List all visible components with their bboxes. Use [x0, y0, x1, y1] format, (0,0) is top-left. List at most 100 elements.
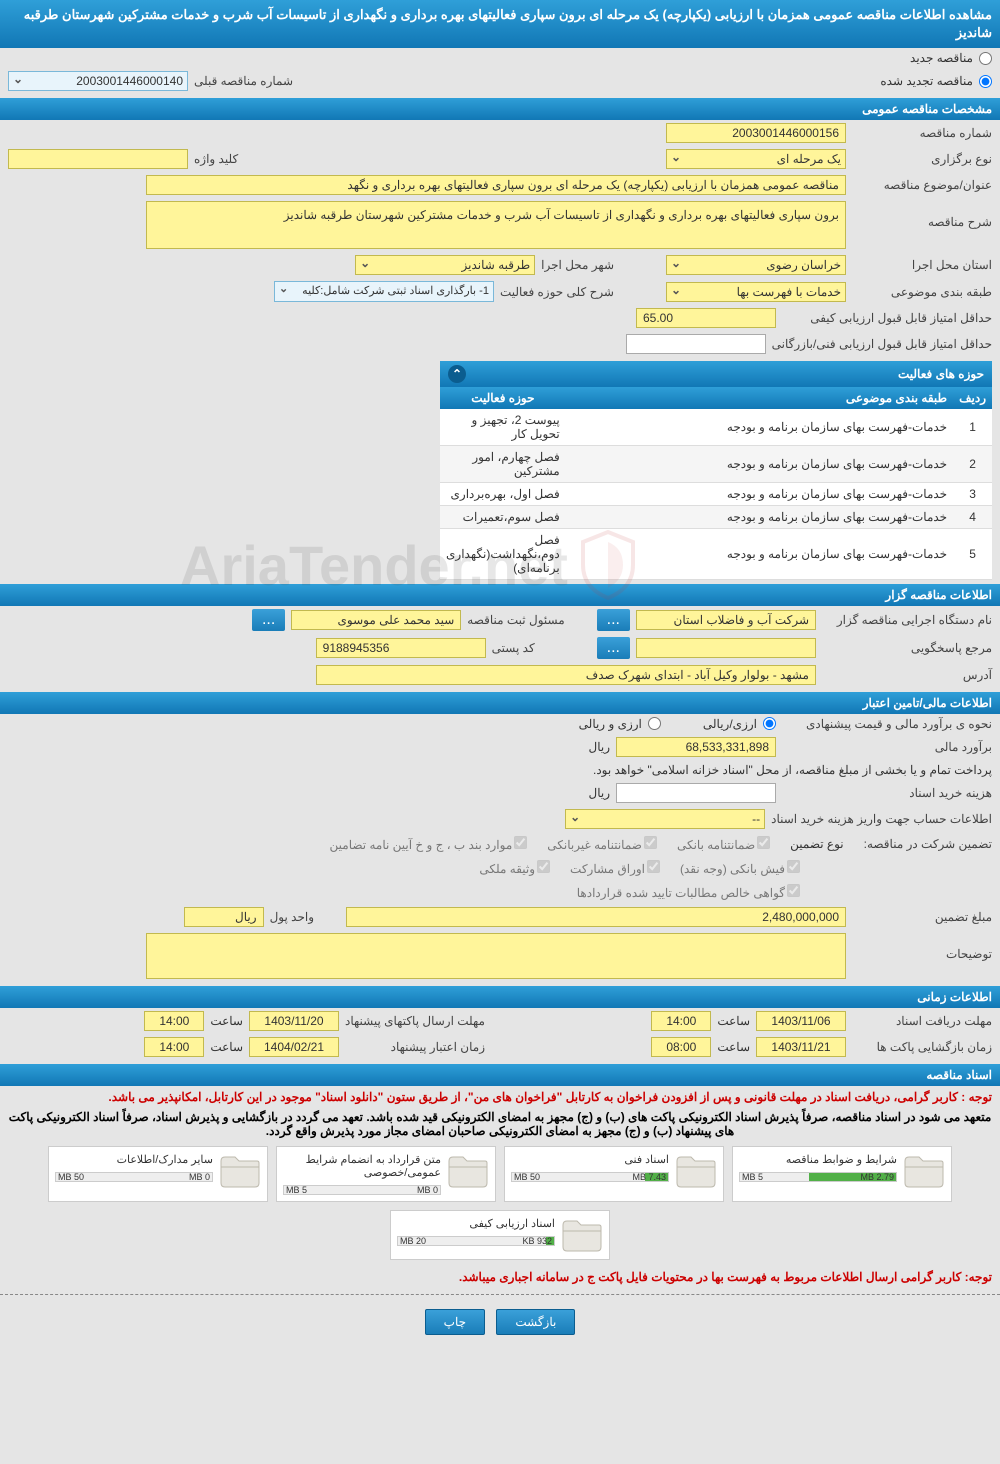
validity-date[interactable]: 1404/02/21 [249, 1037, 339, 1057]
chk-g3[interactable]: موارد بند ب ، ج و خ آیین نامه تضامین [330, 836, 528, 852]
subject-field[interactable]: مناقصه عمومی همزمان با ارزیابی (یکپارچه)… [146, 175, 846, 195]
guarantee-amount-field[interactable]: 2,480,000,000 [346, 907, 846, 927]
activity-scope-label: شرح کلی حوزه فعالیت [500, 285, 614, 299]
postal-field[interactable]: 9188945356 [316, 638, 486, 658]
estimate-field[interactable]: 68,533,331,898 [616, 737, 776, 757]
prev-tender-no-label: شماره مناقصه قبلی [194, 74, 293, 88]
guarantee-label: تضمین شرکت در مناقصه: [864, 837, 992, 851]
radio-new-label: مناقصه جدید [910, 51, 973, 65]
folder-icon [675, 1153, 717, 1189]
doc-title: سایر مدارک/اطلاعات [55, 1153, 213, 1166]
guarantee-amount-label: مبلغ تضمین [852, 910, 992, 924]
doc-progress: 0 MB 5 MB [283, 1185, 441, 1195]
section-financial: اطلاعات مالی/تامین اعتبار [0, 692, 1000, 714]
section-timing: اطلاعات زمانی [0, 986, 1000, 1008]
doc-fee-field[interactable] [616, 783, 776, 803]
validity-label: زمان اعتبار پیشنهاد [345, 1040, 485, 1054]
guarantee-unit-field: ریال [184, 907, 264, 927]
hour-label-1: ساعت [717, 1014, 750, 1028]
doc-progress: 7.43 MB 50 MB [511, 1172, 669, 1182]
receive-date[interactable]: 1403/11/06 [756, 1011, 846, 1031]
keyword-label: کلید واژه [194, 152, 238, 166]
chk-g4[interactable]: فیش بانکی (وجه نقد) [680, 860, 800, 876]
tender-no-field: 2003001446000156 [666, 123, 846, 143]
chk-g2[interactable]: ضمانتنامه غیربانکی [547, 836, 657, 852]
activity-scope-select[interactable]: 1- بارگذاری اسناد ثبتی شرکت شامل:کلیه [274, 281, 494, 301]
postal-label: کد پستی [492, 641, 535, 655]
send-time[interactable]: 14:00 [144, 1011, 204, 1031]
doc-fee-label: هزینه خرید اسناد [782, 786, 992, 800]
doc-progress: 0 MB 50 MB [55, 1172, 213, 1182]
open-time[interactable]: 08:00 [651, 1037, 711, 1057]
desc-label: شرح مناقصه [852, 201, 992, 229]
hour-label-2: ساعت [210, 1014, 243, 1028]
chk-g5[interactable]: اوراق مشارکت [570, 860, 660, 876]
account-label: اطلاعات حساب جهت واریز هزینه خرید اسناد [771, 812, 992, 826]
docs-note2: متعهد می شود در اسناد مناقصه، صرفاً پذیر… [0, 1108, 1000, 1140]
doc-title: متن قرارداد به انضمام شرایط عمومی/خصوصی [283, 1153, 441, 1179]
table-row: 2خدمات-فهرست بهای سازمان برنامه و بودجهف… [440, 445, 992, 482]
address-field[interactable]: مشهد - بولوار وکیل آباد - ابتدای شهرک صد… [316, 665, 816, 685]
category-select[interactable]: خدمات با فهرست بها [666, 282, 846, 302]
tender-mode-row2: مناقصه تجدید شده شماره مناقصه قبلی 20030… [0, 68, 1000, 94]
receive-time[interactable]: 14:00 [651, 1011, 711, 1031]
account-select[interactable]: -- [565, 809, 765, 829]
doc-item[interactable]: اسناد فنی 7.43 MB 50 MB [504, 1146, 724, 1202]
open-label: زمان بازگشایی پاکت ها [852, 1040, 992, 1054]
radio-new-tender[interactable]: مناقصه جدید [910, 51, 992, 65]
guarantee-type-label: نوع تضمین [790, 837, 843, 851]
back-button[interactable]: بازگشت [496, 1309, 575, 1335]
min-qual-field[interactable]: 65.00 [636, 308, 776, 328]
send-date[interactable]: 1403/11/20 [249, 1011, 339, 1031]
col-idx: ردیف [953, 387, 992, 409]
activity-table: ردیف طبقه بندی موضوعی حوزه فعالیت 1خدمات… [440, 387, 992, 580]
contact-label: مرجع پاسخگویی [822, 641, 992, 655]
doc-item[interactable]: متن قرارداد به انضمام شرایط عمومی/خصوصی … [276, 1146, 496, 1202]
category-label: طبقه بندی موضوعی [852, 285, 992, 299]
notes-label: توضیحات [852, 933, 992, 961]
desc-field[interactable]: برون سپاری فعالیتهای بهره برداری و نگهدا… [146, 201, 846, 249]
type-select[interactable]: یک مرحله ای [666, 149, 846, 169]
keyword-field[interactable] [8, 149, 188, 169]
chk-g6[interactable]: وثیقه ملکی [479, 860, 550, 876]
section-organizer: اطلاعات مناقصه گزار [0, 584, 1000, 606]
validity-time[interactable]: 14:00 [144, 1037, 204, 1057]
activity-table-title: حوزه های فعالیت [898, 367, 984, 381]
org-field: شرکت آب و فاضلاب استان [636, 610, 816, 630]
open-date[interactable]: 1403/11/21 [756, 1037, 846, 1057]
chk-g1[interactable]: ضمانتنامه بانکی [677, 836, 770, 852]
doc-progress: 932 KB 20 MB [397, 1236, 555, 1246]
radio-renewed-tender[interactable]: مناقصه تجدید شده [880, 74, 992, 88]
doc-item[interactable]: اسناد ارزیابی کیفی 932 KB 20 MB [390, 1210, 610, 1260]
min-tech-label: حداقل امتیاز قابل قبول ارزیابی فنی/بازرگ… [772, 337, 992, 351]
folder-icon [219, 1153, 261, 1189]
col-cat: طبقه بندی موضوعی [566, 387, 953, 409]
hour-label-3: ساعت [717, 1040, 750, 1054]
responsible-label: مسئول ثبت مناقصه [467, 613, 564, 627]
prev-tender-no-select[interactable]: 2003001446000140 [8, 71, 188, 91]
province-select[interactable]: خراسان رضوی [666, 255, 846, 275]
treasury-note: پرداخت تمام و یا بخشی از مبلغ مناقصه، از… [593, 763, 992, 777]
footer-buttons: بازگشت چاپ [0, 1301, 1000, 1343]
table-row: 5خدمات-فهرست بهای سازمان برنامه و بودجهف… [440, 528, 992, 579]
estimate-unit: ریال [588, 740, 610, 754]
doc-item[interactable]: شرایط و ضوابط مناقصه 2.79 MB 5 MB [732, 1146, 952, 1202]
responsible-lookup-button[interactable]: ... [252, 609, 285, 631]
print-button[interactable]: چاپ [425, 1309, 485, 1335]
radio-rial[interactable]: ارزی و ریالی [579, 717, 661, 731]
receive-label: مهلت دریافت اسناد [852, 1014, 992, 1028]
collapse-icon[interactable]: ⌃ [448, 365, 466, 383]
doc-item[interactable]: سایر مدارک/اطلاعات 0 MB 50 MB [48, 1146, 268, 1202]
notes-field[interactable] [146, 933, 846, 979]
org-lookup-button[interactable]: ... [597, 609, 630, 631]
col-act: حوزه فعالیت [440, 387, 566, 409]
estimate-label: برآورد مالی [782, 740, 992, 754]
contact-lookup-button[interactable]: ... [597, 637, 630, 659]
contact-field[interactable] [636, 638, 816, 658]
chk-g7[interactable]: گواهی خالص مطالبات تایید شده قراردادها [577, 884, 800, 900]
city-select[interactable]: طرقبه شاندیز [355, 255, 535, 275]
radio-fx[interactable]: ارزی/ریالی [703, 717, 776, 731]
min-tech-field[interactable] [626, 334, 766, 354]
doc-progress: 2.79 MB 5 MB [739, 1172, 897, 1182]
responsible-field: سید محمد علی موسوی [291, 610, 461, 630]
